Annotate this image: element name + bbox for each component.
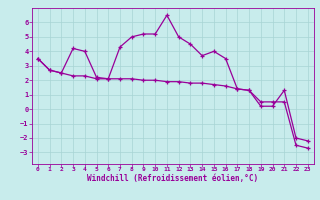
X-axis label: Windchill (Refroidissement éolien,°C): Windchill (Refroidissement éolien,°C) — [87, 174, 258, 183]
